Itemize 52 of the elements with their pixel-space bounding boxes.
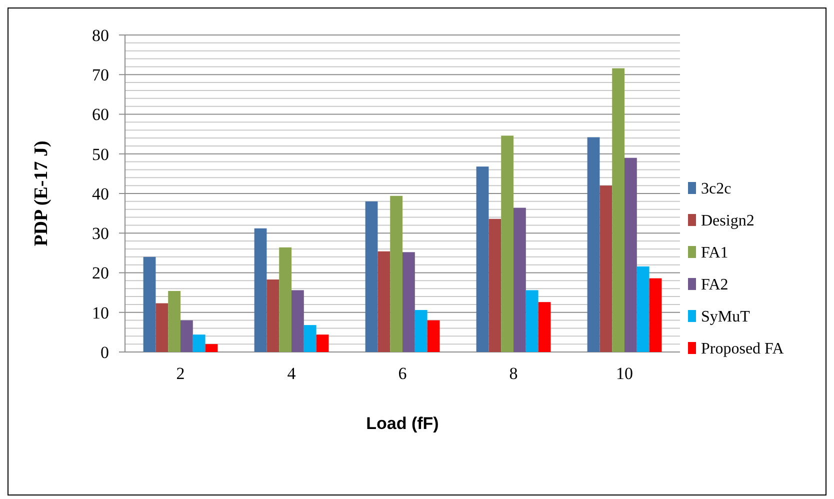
bar — [427, 320, 440, 352]
bar — [316, 334, 329, 352]
bar — [538, 302, 551, 352]
bar — [192, 334, 206, 352]
x-tick-label: 8 — [509, 364, 518, 383]
y-tick-label: 20 — [92, 264, 109, 283]
bar — [292, 290, 304, 352]
bar — [414, 310, 428, 352]
bar — [636, 266, 650, 352]
bar — [488, 218, 502, 352]
bar — [143, 256, 156, 352]
bar — [526, 290, 538, 352]
y-tick-label: 10 — [92, 303, 109, 322]
legend-label: Design2 — [701, 212, 754, 230]
y-tick-label: 50 — [92, 144, 109, 164]
bar — [378, 251, 390, 352]
bar — [168, 290, 180, 352]
legend-label: FA2 — [701, 276, 728, 294]
bar — [365, 201, 378, 352]
bar — [156, 303, 168, 352]
y-tick-label: 70 — [92, 66, 109, 85]
bar — [587, 137, 600, 352]
bar — [180, 320, 193, 352]
legend-label: 3c2c — [701, 180, 732, 198]
x-tick-label: 4 — [287, 364, 296, 383]
y-tick-label: 0 — [100, 342, 109, 362]
bar — [600, 186, 612, 352]
x-tick-label: 2 — [176, 364, 185, 383]
y-tick-label: 30 — [92, 224, 109, 244]
y-tick-label: 40 — [92, 184, 109, 204]
legend-label: Proposed FA — [701, 340, 784, 358]
bar — [304, 325, 316, 352]
y-tick-label: 80 — [92, 26, 109, 45]
bar — [390, 196, 402, 352]
legend-label: FA1 — [701, 244, 728, 262]
bar — [514, 208, 526, 352]
y-tick-label: 60 — [92, 105, 109, 124]
bar — [279, 247, 292, 352]
legend-label: SyMuT — [701, 308, 750, 326]
x-tick-label: 10 — [616, 364, 633, 383]
bar — [266, 279, 280, 352]
x-tick-label: 6 — [398, 364, 407, 383]
bar — [624, 158, 637, 352]
y-axis-title: PDP (E-17 J) — [31, 140, 52, 246]
bar — [612, 68, 624, 352]
bar — [402, 252, 415, 352]
x-axis-title: Load (fF) — [366, 414, 439, 433]
bar — [649, 278, 662, 352]
bar — [254, 228, 267, 352]
bar — [501, 136, 514, 352]
bar — [205, 344, 218, 352]
bar — [476, 166, 489, 352]
